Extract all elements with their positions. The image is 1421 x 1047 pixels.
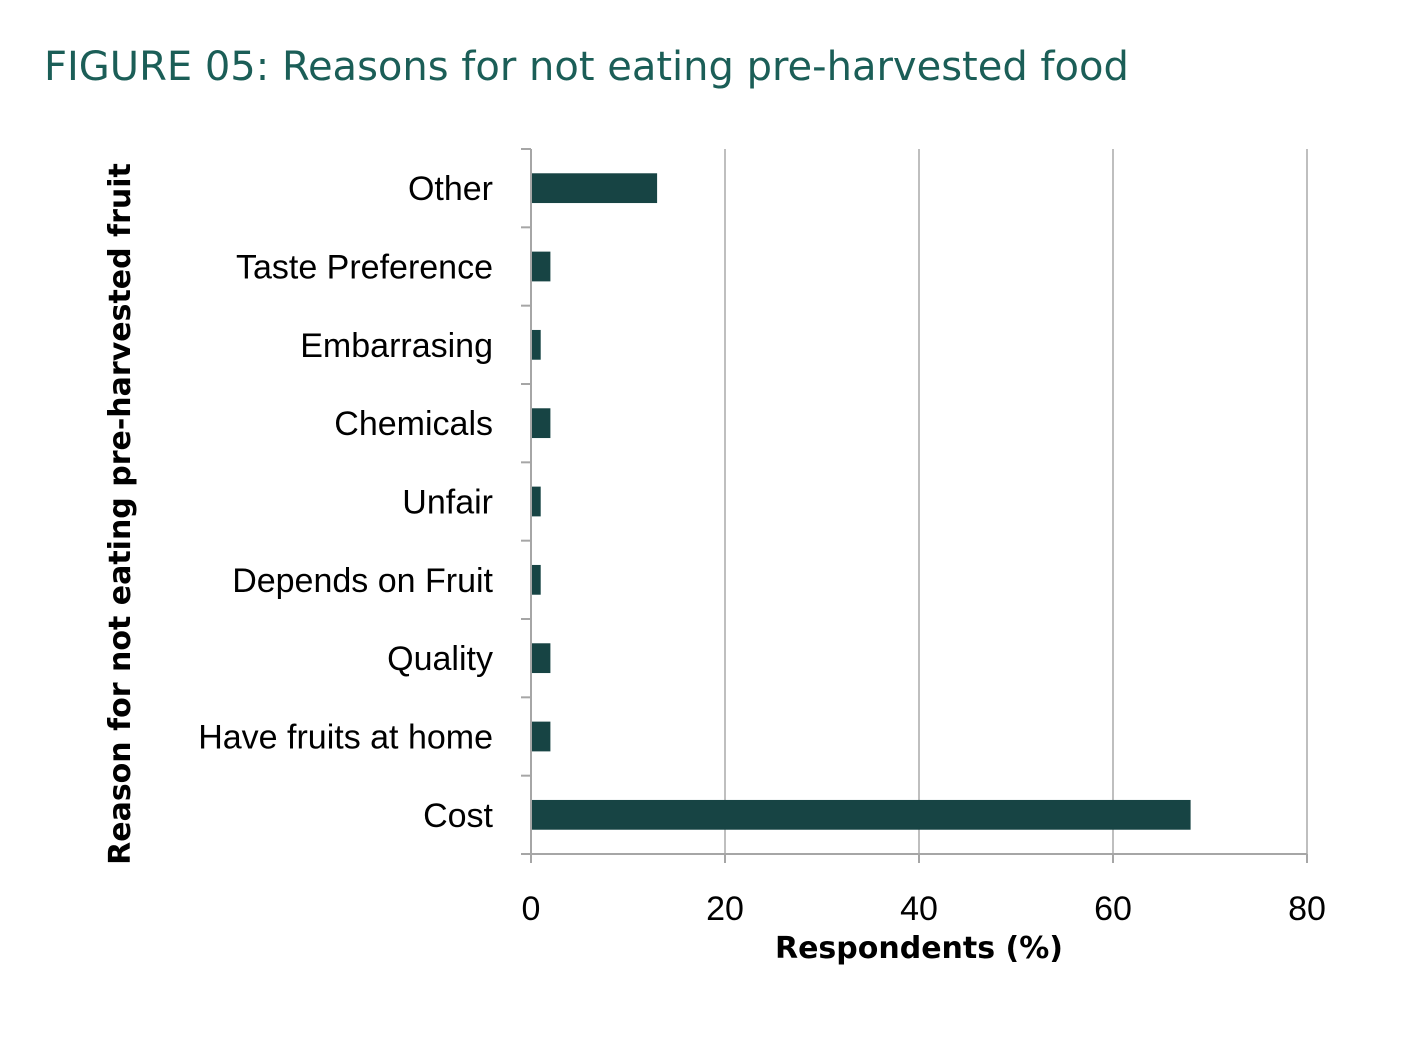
chart-title: FIGURE 05: Reasons for not eating pre-ha…	[44, 44, 1129, 90]
y-category-label: Unfair	[402, 484, 493, 522]
y-category-label: Chemicals	[334, 405, 493, 443]
bar	[531, 799, 1191, 830]
y-category-label: Embarrasing	[300, 327, 493, 365]
bar	[531, 564, 541, 595]
y-category-label: Other	[408, 170, 493, 208]
bars	[531, 173, 1191, 830]
y-category-label: Have fruits at home	[198, 719, 493, 757]
bar	[531, 173, 658, 204]
x-tick-label: 60	[1094, 890, 1132, 928]
y-axis-title: Reason for not eating pre-harvested frui…	[103, 163, 138, 865]
x-tick-label: 80	[1288, 890, 1326, 928]
x-axis-title: Respondents (%)	[775, 931, 1063, 966]
bar	[531, 408, 551, 439]
gridlines	[724, 149, 1308, 854]
x-tick-labels: 0 20 40 60 80	[522, 890, 1326, 928]
bar	[531, 721, 551, 752]
y-category-label: Taste Preference	[236, 249, 493, 287]
category-labels: Other Taste Preference Embarrasing Chemical…	[198, 170, 493, 835]
x-tick-label: 0	[522, 890, 541, 928]
x-tick-label: 40	[900, 890, 938, 928]
bar	[531, 251, 551, 282]
y-category-label: Quality	[387, 640, 493, 678]
x-tick-label: 20	[706, 890, 744, 928]
bar	[531, 329, 541, 360]
axes	[521, 148, 1308, 863]
y-category-label: Depends on Fruit	[232, 562, 493, 600]
y-category-label: Cost	[423, 797, 493, 835]
bar	[531, 643, 551, 674]
bar	[531, 486, 541, 517]
